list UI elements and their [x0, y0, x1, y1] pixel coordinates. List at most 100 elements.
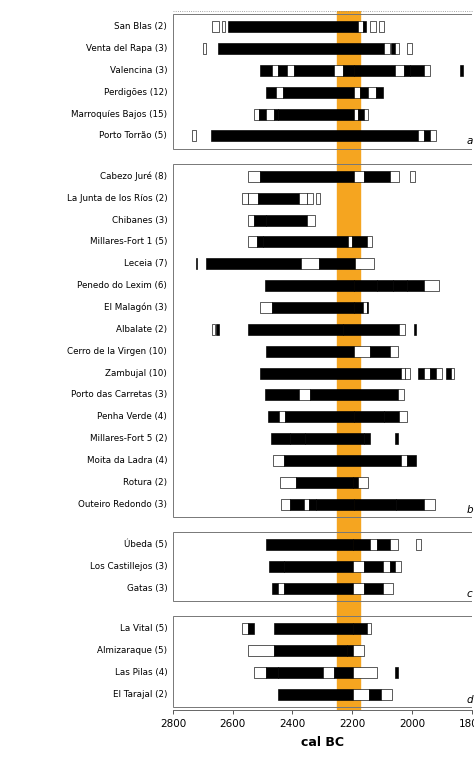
Bar	[366, 623, 371, 635]
Bar	[173, 616, 472, 707]
Bar	[460, 65, 463, 76]
Bar	[248, 193, 258, 203]
Bar	[212, 21, 219, 32]
Bar	[273, 455, 284, 466]
Bar	[376, 87, 383, 98]
Bar	[366, 237, 373, 247]
Text: La Junta de los Ríos (2): La Junta de los Ríos (2)	[66, 194, 167, 203]
Bar	[248, 215, 254, 225]
Bar	[390, 346, 398, 357]
Bar	[248, 324, 343, 335]
Text: Chibanes (3): Chibanes (3)	[111, 216, 167, 225]
Bar	[242, 193, 248, 203]
Bar	[260, 65, 272, 76]
Bar	[383, 411, 400, 422]
Bar	[354, 411, 383, 422]
Bar	[396, 499, 424, 510]
Bar	[274, 645, 347, 656]
Bar	[304, 499, 309, 510]
Bar	[383, 583, 393, 594]
Bar	[379, 21, 383, 32]
Bar	[368, 87, 376, 98]
Bar	[248, 237, 257, 247]
Bar	[280, 477, 296, 488]
Text: Perdigões (12): Perdigões (12)	[104, 88, 167, 96]
Bar	[419, 367, 424, 379]
Bar	[254, 109, 259, 120]
Text: Porto das Carretas (3): Porto das Carretas (3)	[71, 390, 167, 399]
Bar	[316, 193, 320, 203]
Bar	[410, 65, 424, 76]
Bar	[419, 131, 424, 141]
Bar	[364, 433, 370, 444]
Bar	[364, 171, 391, 182]
Bar	[377, 539, 390, 550]
Bar	[357, 477, 368, 488]
Bar	[266, 87, 276, 98]
Bar	[269, 561, 284, 572]
Bar	[383, 43, 390, 54]
Bar	[337, 11, 360, 710]
Text: Marroquíes Bajos (15): Marroquíes Bajos (15)	[71, 109, 167, 118]
Bar	[294, 65, 334, 76]
Bar	[391, 171, 400, 182]
Bar	[416, 539, 421, 550]
Bar	[354, 109, 357, 120]
Bar	[424, 65, 430, 76]
Bar	[266, 215, 307, 225]
Bar	[451, 367, 454, 379]
Text: San Blas (2): San Blas (2)	[114, 22, 167, 31]
Bar	[353, 477, 357, 488]
Bar	[354, 302, 363, 313]
Text: c: c	[466, 589, 472, 599]
Bar	[353, 561, 364, 572]
Bar	[354, 280, 377, 291]
Text: Valencina (3): Valencina (3)	[109, 66, 167, 75]
Bar	[276, 87, 283, 98]
Bar	[400, 324, 405, 335]
Bar	[407, 455, 416, 466]
Bar	[254, 215, 266, 225]
Bar	[284, 583, 353, 594]
Bar	[266, 667, 278, 678]
Bar	[258, 193, 299, 203]
Bar	[424, 367, 430, 379]
Text: Cerro de la Virgen (10): Cerro de la Virgen (10)	[67, 347, 167, 356]
Bar	[405, 367, 410, 379]
Text: b: b	[466, 505, 473, 515]
Bar	[343, 65, 354, 76]
Text: d: d	[466, 694, 473, 705]
Bar	[407, 280, 424, 291]
Bar	[364, 583, 383, 594]
Bar	[353, 689, 369, 700]
Bar	[173, 14, 472, 149]
Bar	[278, 109, 354, 120]
Bar	[265, 280, 354, 291]
Bar	[353, 645, 364, 656]
Bar	[260, 302, 272, 313]
Bar	[323, 667, 334, 678]
Bar	[260, 171, 354, 182]
Bar	[173, 532, 472, 601]
Bar	[242, 623, 248, 635]
Bar	[364, 561, 383, 572]
Bar	[211, 131, 419, 141]
Bar	[352, 237, 366, 247]
Bar	[203, 43, 207, 54]
Bar	[343, 324, 400, 335]
Text: Las Pilas (4): Las Pilas (4)	[115, 668, 167, 677]
Text: Penha Verde (4): Penha Verde (4)	[98, 412, 167, 421]
Text: Albalate (2): Albalate (2)	[116, 325, 167, 334]
Bar	[400, 411, 408, 422]
Bar	[424, 499, 435, 510]
Bar	[271, 433, 290, 444]
Bar	[285, 411, 354, 422]
Bar	[393, 280, 407, 291]
Bar	[307, 193, 313, 203]
Bar	[360, 87, 368, 98]
Bar	[284, 455, 401, 466]
Bar	[382, 689, 392, 700]
Bar	[257, 237, 263, 247]
Bar	[395, 43, 400, 54]
Bar	[266, 346, 354, 357]
